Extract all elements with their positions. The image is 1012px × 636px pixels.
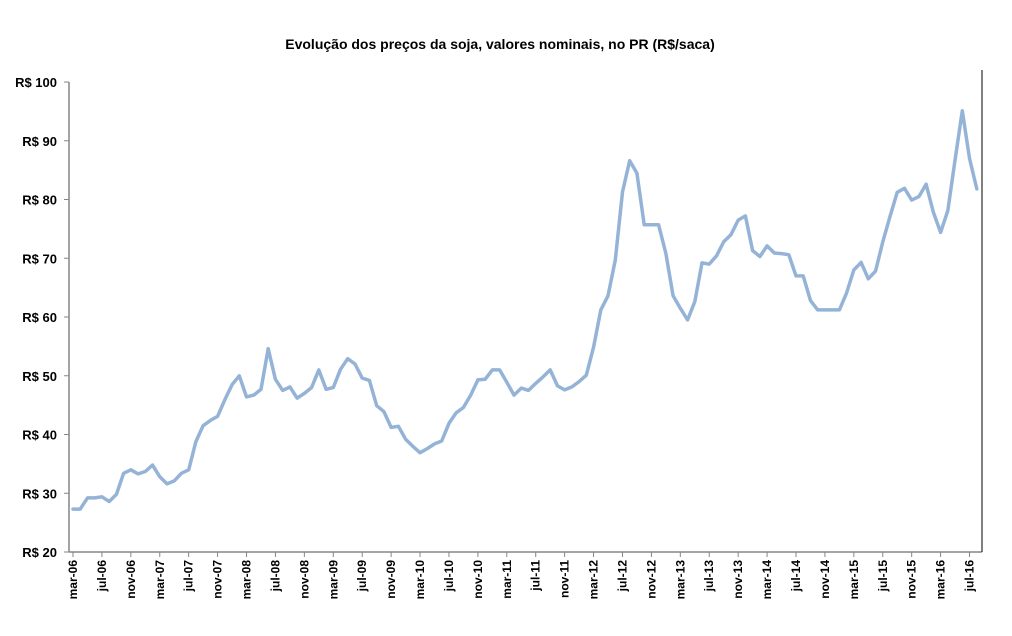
y-tick-label: R$ 100 [15,75,57,90]
x-tick-label: jul-12 [615,560,629,593]
x-tick-label: jul-06 [95,560,109,593]
x-tick-label: jul-07 [182,560,196,593]
y-tick-label: R$ 90 [22,134,57,149]
y-tick-label: R$ 50 [22,369,57,384]
x-tick-label: mar-07 [153,560,167,600]
x-tick-label: jul-08 [268,560,282,593]
x-tick-label: jul-13 [702,560,716,593]
y-axis: R$ 20 R$ 30 R$ 40 R$ 50 R$ 60 R$ 70 R$ 80 R$ 90… [15,75,69,560]
x-tick-label: nov-07 [211,560,225,599]
x-tick-label: jul-16 [963,560,977,593]
x-tick-label: jul-11 [529,560,543,592]
y-tick-label: R$ 20 [22,545,57,560]
x-tick-label: nov-09 [384,560,398,599]
y-tick-label: R$ 80 [22,193,57,208]
y-tick-label: R$ 30 [22,486,57,501]
x-tick-label: mar-15 [847,560,861,600]
x-tick-label: mar-12 [587,560,601,600]
x-tick-label: nov-13 [731,560,745,599]
x-tick-label: mar-13 [673,560,687,600]
x-tick-label: nov-08 [297,560,311,599]
x-tick-label: mar-08 [240,560,254,600]
x-tick-label: nov-10 [471,560,485,599]
chart-title: Evolução dos preços da soja, valores nom… [285,36,714,52]
x-tick-label: mar-09 [326,560,340,600]
x-tick-label: mar-16 [934,560,948,600]
x-tick-label: mar-06 [66,560,80,600]
y-tick-label: R$ 70 [22,251,57,266]
x-tick-label: jul-09 [355,560,369,593]
x-tick-label: nov-12 [644,560,658,599]
x-tick-label: nov-06 [124,560,138,599]
x-axis: mar-06 jul-06 nov-06 mar-07 jul-07 nov-07 mar-… [66,552,982,599]
x-tick-label: mar-14 [760,560,774,600]
x-tick-label: nov-14 [818,560,832,599]
x-tick-label: mar-10 [413,560,427,600]
y-tick-label: R$ 60 [22,310,57,325]
x-tick-label: nov-11 [558,560,572,598]
x-tick-label: jul-14 [789,560,803,593]
x-tick-label: mar-11 [500,560,514,599]
x-tick-label: jul-10 [442,560,456,593]
series-line [73,111,977,509]
series-group [73,111,977,510]
x-tick-label: nov-15 [905,560,919,599]
x-tick-label: jul-15 [876,560,890,593]
y-tick-label: R$ 40 [22,428,57,443]
